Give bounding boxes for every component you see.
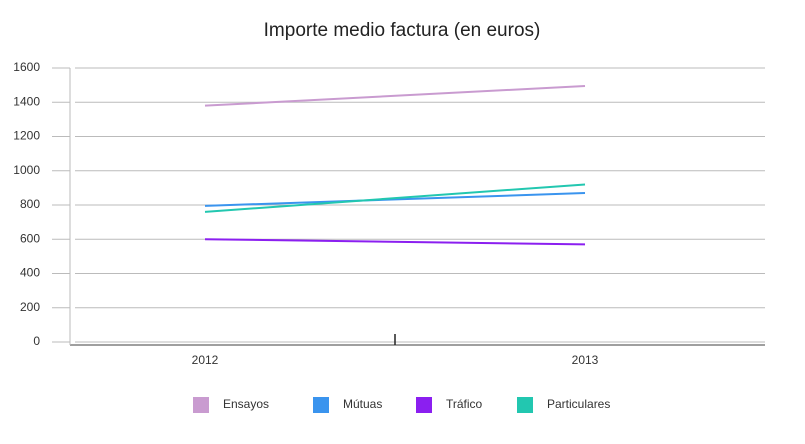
legend-label: Particulares bbox=[547, 397, 610, 411]
series-line bbox=[204, 183, 586, 213]
legend-label: Tráfico bbox=[446, 397, 483, 411]
y-tick-label: 1600 bbox=[13, 60, 40, 74]
series-line bbox=[204, 84, 586, 107]
legend-swatch bbox=[193, 397, 209, 413]
y-tick-label: 1200 bbox=[13, 129, 40, 143]
legend-swatch bbox=[416, 397, 432, 413]
y-tick-label: 400 bbox=[20, 266, 40, 280]
legend-swatch bbox=[313, 397, 329, 413]
y-tick-label: 800 bbox=[20, 197, 40, 211]
y-tick-label: 1000 bbox=[13, 163, 40, 177]
y-tick-label: 200 bbox=[20, 300, 40, 314]
legend-label: Mútuas bbox=[343, 397, 382, 411]
y-tick-label: 600 bbox=[20, 231, 40, 245]
x-tick-label: 2012 bbox=[192, 353, 219, 367]
y-tick-label: 1400 bbox=[13, 94, 40, 108]
series-line bbox=[204, 192, 586, 207]
legend-label: Ensayos bbox=[223, 397, 269, 411]
chart-title: Importe medio factura (en euros) bbox=[264, 20, 541, 41]
y-tick-label: 0 bbox=[33, 334, 40, 348]
legend-swatch bbox=[517, 397, 533, 413]
x-tick-label: 2013 bbox=[572, 353, 599, 367]
series-line bbox=[204, 238, 586, 246]
